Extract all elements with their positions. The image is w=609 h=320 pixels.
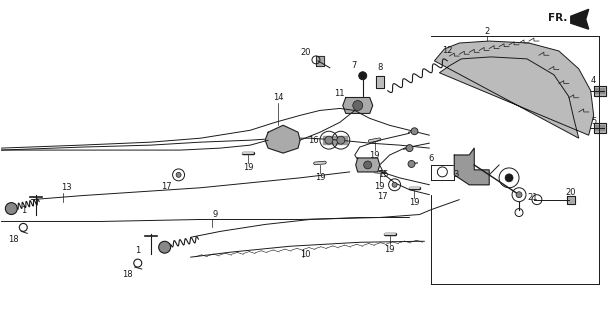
Text: 18: 18 [8,235,19,244]
Text: 13: 13 [61,183,71,192]
Text: 1: 1 [21,206,26,215]
Text: 15: 15 [378,170,389,180]
Polygon shape [434,41,594,138]
Circle shape [325,136,333,144]
Polygon shape [316,56,324,66]
Circle shape [516,192,522,198]
Circle shape [505,174,513,182]
Circle shape [364,161,371,169]
Polygon shape [356,158,379,172]
Text: 17: 17 [161,182,172,191]
Text: 2: 2 [485,27,490,36]
Text: 12: 12 [442,46,452,55]
Circle shape [392,182,397,187]
Circle shape [5,203,17,214]
Text: 21: 21 [528,193,538,202]
Circle shape [176,172,181,177]
Text: 19: 19 [315,173,325,182]
Text: 19: 19 [375,182,385,191]
Text: 3: 3 [454,170,459,180]
Text: 9: 9 [213,210,218,219]
Circle shape [408,161,415,167]
Text: 19: 19 [370,150,380,160]
Polygon shape [571,9,589,29]
Circle shape [353,100,363,110]
Text: 19: 19 [384,245,395,254]
Text: 6: 6 [429,154,434,163]
Text: 18: 18 [122,270,133,279]
Text: 19: 19 [409,198,420,207]
Text: 19: 19 [243,164,253,172]
Polygon shape [567,196,575,204]
Text: 8: 8 [377,63,382,72]
Text: 14: 14 [273,93,283,102]
Circle shape [159,241,171,253]
Polygon shape [594,86,605,96]
Text: FR.: FR. [549,13,568,23]
Text: 7: 7 [351,61,356,70]
Polygon shape [323,136,347,144]
Text: 16: 16 [308,136,319,145]
Circle shape [359,72,367,80]
Polygon shape [343,98,373,113]
Circle shape [337,136,345,144]
Circle shape [411,128,418,135]
Polygon shape [594,123,605,133]
Text: 10: 10 [300,250,310,259]
Text: 5: 5 [591,117,596,126]
Text: 17: 17 [378,192,388,201]
Polygon shape [265,125,300,153]
Text: 4: 4 [591,76,596,85]
Polygon shape [376,76,384,88]
Text: 20: 20 [566,188,576,197]
Polygon shape [454,148,489,185]
Text: 20: 20 [301,48,311,57]
Text: 1: 1 [135,246,141,255]
Text: 11: 11 [334,89,345,98]
Circle shape [406,145,413,152]
